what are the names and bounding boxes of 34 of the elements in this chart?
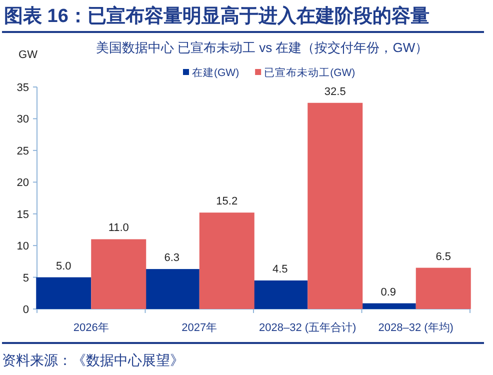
data-label: 4.5 bbox=[272, 263, 288, 276]
x-tick-label: 2028–32 (年均) bbox=[378, 322, 454, 334]
data-label: 6.3 bbox=[164, 252, 180, 264]
bar bbox=[144, 269, 200, 309]
y-tick-label: 20 bbox=[16, 177, 29, 190]
bar bbox=[36, 277, 92, 309]
y-tick-label: 15 bbox=[16, 208, 29, 221]
bar bbox=[360, 303, 416, 309]
x-tick-label: 2028–32 (五年合计) bbox=[259, 321, 356, 334]
y-axis-title: GW bbox=[18, 49, 38, 61]
bar bbox=[308, 102, 363, 309]
y-tick-label: 5 bbox=[22, 272, 29, 284]
x-tick-label: 2026年 bbox=[73, 322, 109, 334]
y-tick-label: 10 bbox=[16, 240, 29, 253]
data-label: 15.2 bbox=[216, 196, 238, 208]
y-tick-label: 0 bbox=[22, 304, 29, 316]
legend-label: 已宣布未动工(GW) bbox=[264, 66, 356, 79]
bar bbox=[199, 212, 254, 309]
data-label: 6.5 bbox=[436, 250, 452, 263]
text: 资料来源：《数据中心展望》 bbox=[2, 352, 184, 368]
bar bbox=[91, 239, 146, 309]
y-tick-label: 35 bbox=[16, 82, 29, 94]
chart-title: 图表 16：已宣布容量明显高于进入在建阶段的容量 bbox=[4, 5, 430, 27]
data-label: 5.0 bbox=[56, 260, 72, 272]
y-tick-label: 30 bbox=[16, 114, 29, 126]
chart-subtitle: 美国数据中心 已宣布未动工 vs 在建（按交付年份，GW） bbox=[96, 40, 428, 55]
data-label: 11.0 bbox=[108, 222, 129, 234]
bar bbox=[252, 280, 308, 309]
x-tick-label: 2027年 bbox=[182, 322, 218, 334]
data-label: 32.5 bbox=[324, 86, 346, 98]
data-label: 0.9 bbox=[380, 286, 396, 298]
legend-label: 在建(GW) bbox=[192, 66, 240, 79]
y-tick-label: 25 bbox=[16, 145, 29, 158]
bar bbox=[416, 268, 471, 309]
